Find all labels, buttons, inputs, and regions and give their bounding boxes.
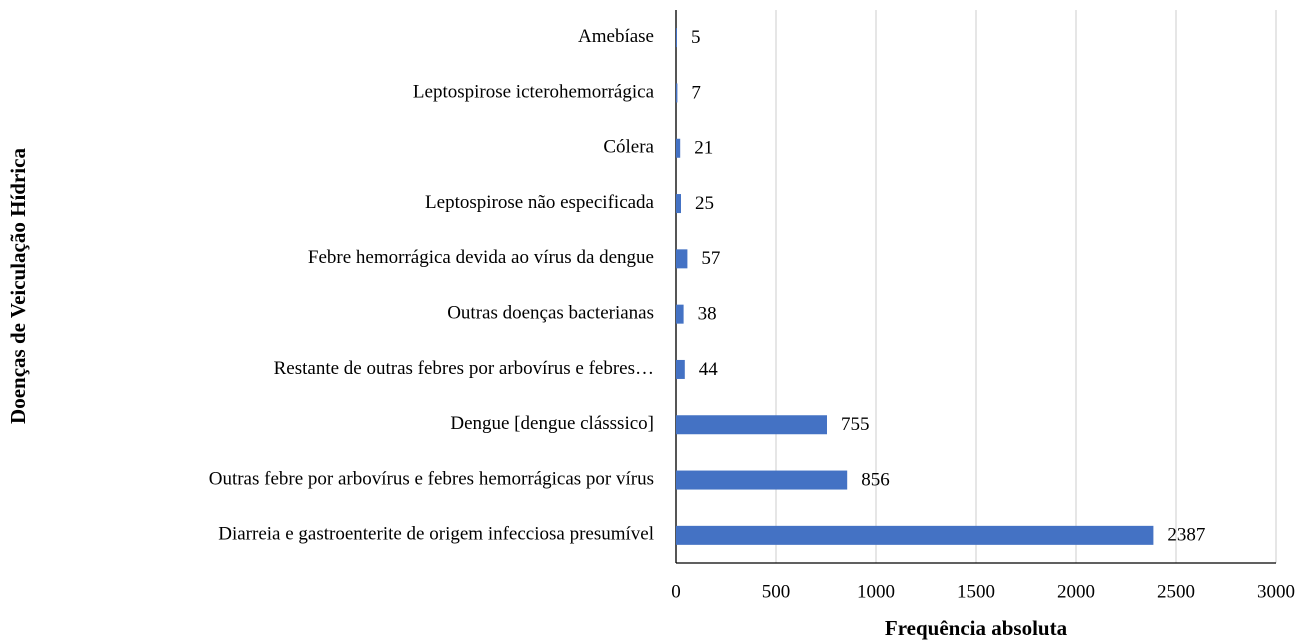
bar (676, 304, 684, 324)
y-tick-label: Diarreia e gastroenterite de origem infe… (218, 524, 654, 545)
value-label: 5 (691, 27, 701, 48)
bar (676, 359, 685, 379)
y-tick-label: Outras doenças bacterianas (447, 303, 654, 324)
x-tick-label: 1000 (857, 581, 895, 602)
bar (676, 415, 827, 435)
bar (676, 83, 678, 103)
bar (676, 194, 681, 214)
value-label: 38 (698, 304, 717, 325)
x-tick-label: 3000 (1257, 581, 1295, 602)
bar (676, 28, 677, 48)
value-label: 57 (701, 248, 720, 269)
x-tick-label: 500 (762, 581, 791, 602)
x-tick-label: 2500 (1157, 581, 1195, 602)
value-label: 7 (691, 82, 701, 103)
y-tick-label: Amebíase (578, 26, 654, 47)
bar (676, 525, 1154, 545)
y-tick-label: Dengue [dengue clásssico] (450, 413, 654, 434)
value-label: 44 (699, 359, 719, 380)
y-tick-label: Febre hemorrágica devida ao vírus da den… (308, 247, 654, 268)
value-label: 21 (694, 138, 713, 159)
y-tick-label: Leptospirose não especificada (425, 192, 655, 213)
value-label: 2387 (1167, 525, 1205, 546)
x-axis-title: Frequência absoluta (885, 616, 1068, 640)
y-tick-label: Outras febre por arbovírus e febres hemo… (209, 468, 654, 489)
y-tick-label: Cólera (603, 137, 654, 158)
value-label: 755 (841, 414, 870, 435)
y-tick-label: Leptospirose icterohemorrágica (413, 81, 655, 102)
value-label: 856 (861, 469, 890, 490)
y-axis-title: Doenças de Veiculação Hídrica (6, 148, 30, 424)
bar (676, 249, 688, 269)
x-tick-label: 2000 (1057, 581, 1095, 602)
x-tick-label: 1500 (957, 581, 995, 602)
bar (676, 470, 848, 490)
bar (676, 138, 681, 158)
value-label: 25 (695, 193, 714, 214)
x-tick-label: 0 (671, 581, 681, 602)
y-tick-label: Restante de outras febres por arbovírus … (274, 358, 654, 379)
